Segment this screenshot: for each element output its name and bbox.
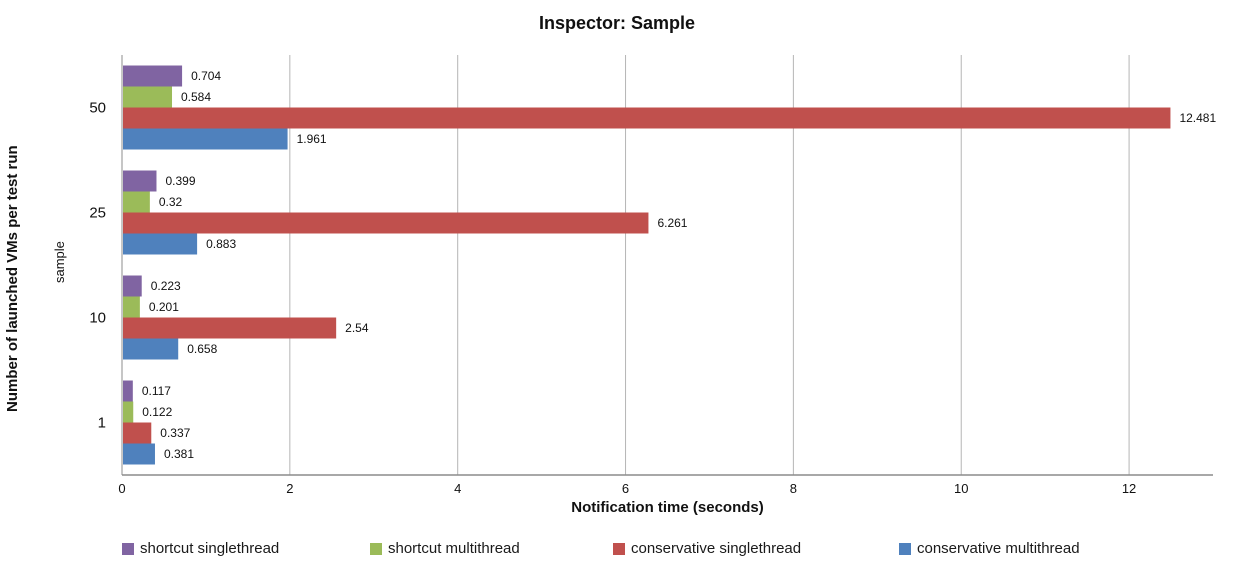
bar-value-label: 0.381 xyxy=(164,447,194,461)
x-tick-label: 4 xyxy=(454,481,461,496)
bar-value-label: 0.122 xyxy=(142,405,172,419)
bar-value-label: 6.261 xyxy=(657,216,687,230)
bar-value-label: 0.337 xyxy=(160,426,190,440)
bar-value-label: 0.223 xyxy=(151,279,181,293)
bar xyxy=(123,191,150,213)
bar-value-label: 0.117 xyxy=(142,384,171,398)
bar-value-label: 0.201 xyxy=(149,300,179,314)
bar xyxy=(123,212,649,234)
bar xyxy=(123,401,134,423)
bar-value-label: 0.399 xyxy=(165,174,195,188)
bar xyxy=(123,233,198,255)
bar-value-label: 12.481 xyxy=(1179,111,1216,125)
y-axis-subtitle: sample xyxy=(52,241,67,283)
legend-item-shortcut-singlethread: shortcut singlethread xyxy=(122,540,279,557)
bar-value-label: 0.658 xyxy=(187,342,217,356)
bar xyxy=(123,86,173,108)
legend-marker-icon xyxy=(613,542,625,555)
category-label: 1 xyxy=(98,415,106,432)
legend-item-conservative-singlethread: conservative singlethread xyxy=(613,540,801,557)
x-tick-label: 2 xyxy=(286,481,293,496)
bar xyxy=(123,128,288,150)
bar xyxy=(123,338,179,360)
bar-value-label: 0.883 xyxy=(206,237,236,251)
legend-marker-icon xyxy=(899,542,911,555)
category-label: 50 xyxy=(89,100,106,117)
bar-value-label: 0.32 xyxy=(159,195,183,209)
bar xyxy=(123,443,155,465)
bar xyxy=(123,380,133,402)
y-axis-title: Number of launched VMs per test run xyxy=(4,145,21,412)
bar-value-label: 0.704 xyxy=(191,69,221,83)
category-label: 10 xyxy=(89,310,106,327)
x-tick-label: 10 xyxy=(954,481,968,496)
x-tick-label: 12 xyxy=(1122,481,1136,496)
x-tick-label: 6 xyxy=(622,481,629,496)
bar xyxy=(123,317,337,339)
chart-legend: shortcut singlethread shortcut multithre… xyxy=(0,540,1234,564)
bar xyxy=(123,65,183,87)
x-axis-title: Notification time (seconds) xyxy=(571,499,764,516)
chart-title: Inspector: Sample xyxy=(538,13,696,33)
bar xyxy=(123,275,142,297)
legend-label: shortcut singlethread xyxy=(140,540,280,557)
bar xyxy=(123,296,140,318)
legend-label: conservative singlethread xyxy=(631,540,802,557)
bar-value-label: 2.54 xyxy=(345,321,369,335)
legend-marker-icon xyxy=(370,542,382,555)
bar xyxy=(123,170,157,192)
x-tick-label: 0 xyxy=(118,481,125,496)
bar-value-label: 0.584 xyxy=(181,90,211,104)
x-tick-label: 8 xyxy=(790,481,797,496)
legend-marker-icon xyxy=(122,542,134,555)
legend-item-shortcut-multithread: shortcut multithread xyxy=(370,540,520,557)
category-label: 25 xyxy=(89,205,106,222)
bar xyxy=(123,107,1171,129)
bar xyxy=(123,422,152,444)
legend-label: shortcut multithread xyxy=(388,540,520,557)
legend-item-conservative-multithread: conservative multithread xyxy=(899,540,1080,557)
legend-label: conservative multithread xyxy=(917,540,1080,557)
bar-value-label: 1.961 xyxy=(297,132,327,146)
